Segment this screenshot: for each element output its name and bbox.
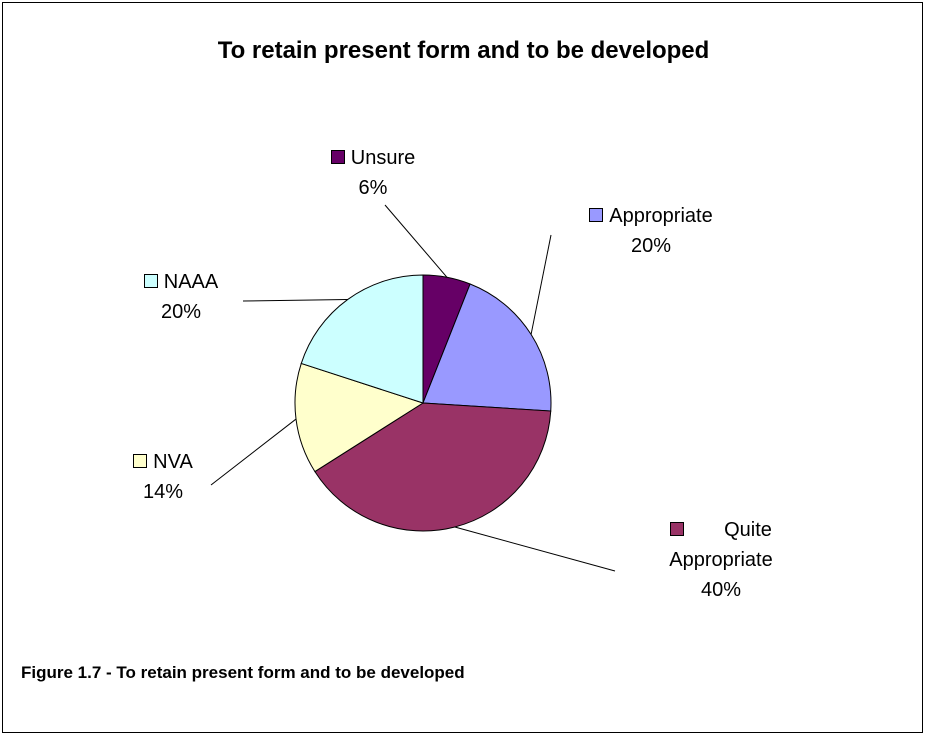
swatch-appropriate: [589, 208, 604, 222]
pie-slice-appropriate: [422, 283, 552, 412]
label-unsure: Unsure 6%: [303, 143, 443, 203]
label-naaa-percent: 20%: [160, 301, 202, 323]
label-nva-percent: 14%: [142, 481, 184, 503]
figure-caption: Figure 1.7 - To retain present form and …: [21, 663, 465, 682]
label-appropriate: Appropriate 20%: [551, 201, 751, 261]
label-naaa-name: NAAA: [163, 271, 219, 293]
leader-line-quite-appropriate: [454, 526, 616, 572]
leader-line-appropriate: [530, 234, 552, 335]
pie-slice-nva: [294, 362, 425, 473]
label-naaa: NAAA 20%: [121, 267, 241, 327]
pie-slice-naaa: [300, 274, 424, 404]
pie-slice-quite-appropriate: [314, 402, 552, 532]
leader-line-naaa: [242, 298, 348, 302]
swatch-nva: [133, 454, 148, 468]
swatch-quite-appropriate: [670, 522, 685, 536]
label-quite-appropriate-percent: 40%: [700, 579, 742, 601]
label-quite-appropriate: Quite Appropriate 40%: [621, 515, 821, 605]
pie-chart: [210, 204, 616, 572]
label-appropriate-percent: 20%: [630, 235, 672, 257]
label-quite-appropriate-name-1: Quite: [724, 519, 772, 541]
swatch-naaa: [143, 274, 158, 288]
swatch-unsure: [330, 150, 345, 164]
chart-title: To retain present form and to be develop…: [217, 37, 710, 64]
label-nva-name: NVA: [153, 451, 193, 473]
label-unsure-percent: 6%: [358, 177, 388, 199]
label-appropriate-name: Appropriate: [609, 205, 713, 227]
label-unsure-name: Unsure: [350, 147, 416, 169]
label-quite-appropriate-name-2: Appropriate: [669, 549, 773, 571]
leader-line-nva: [210, 418, 297, 486]
leader-line-unsure: [384, 204, 448, 278]
label-nva: NVA 14%: [113, 447, 213, 507]
